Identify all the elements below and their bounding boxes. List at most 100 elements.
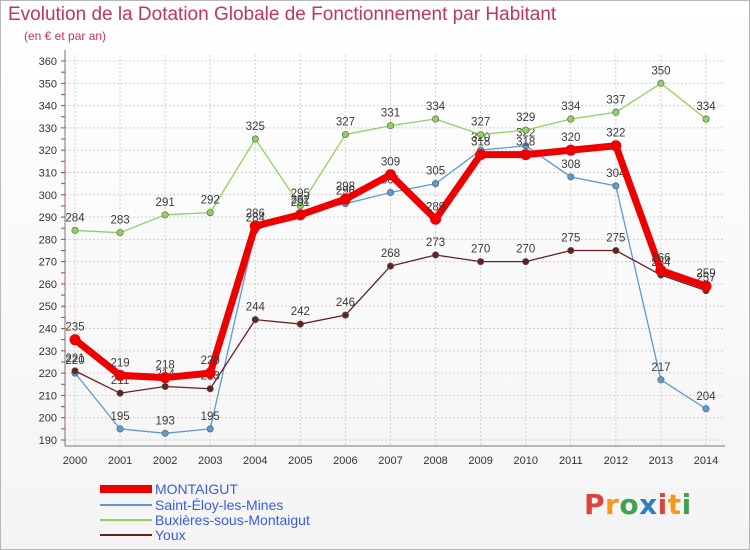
data-point [567,173,575,181]
series-youx: 2212112142132442422462682732702702752752… [65,233,716,397]
x-tick-label: 2009 [468,455,492,467]
data-point [386,262,394,270]
data-label: 284 [65,212,85,224]
data-label: 220 [65,355,84,367]
legend-item: Saint-Éloy-les-Mines [100,497,284,513]
data-label: 195 [110,411,129,423]
data-point [204,367,216,379]
legend-label: Saint-Éloy-les-Mines [155,497,284,513]
data-point [610,140,622,152]
legend-label: MONTAIGUT [155,481,238,497]
data-label: 334 [561,101,581,113]
series-buxieres-sous-montaigut: 284 283 291 292 325 295 327 331 334 327 329 334 337 3… [65,65,716,237]
data-label: 350 [651,65,670,77]
data-point [251,135,259,143]
x-tick-label: 2011 [559,455,583,467]
data-label: 291 [156,197,175,209]
data-label: 273 [426,237,445,249]
data-label: 221 [65,353,84,365]
proxiti-logo: Proxiti [584,488,692,521]
y-tick-label: 300 [39,190,57,202]
data-label: 286 [246,208,265,220]
data-label: 327 [336,117,355,129]
x-tick-label: 2013 [649,455,673,467]
x-tick-label: 2012 [604,455,628,467]
data-label: 325 [246,121,265,133]
data-point [702,405,710,413]
data-label: 235 [65,322,84,334]
data-point [341,311,349,319]
data-point [341,131,349,139]
data-label: 292 [201,195,220,207]
y-tick-label: 290 [39,212,57,224]
data-point [339,193,351,205]
data-point [385,169,396,181]
y-tick-label: 230 [39,346,57,358]
x-tick-label: 2005 [288,455,312,467]
data-point [161,429,169,437]
data-point [114,369,126,381]
data-label: 320 [471,132,490,144]
data-label: 275 [561,233,580,245]
data-point [655,265,667,277]
chart-title: Evolution de la Dotation Globale de Fonc… [8,4,557,25]
data-point [296,320,304,328]
data-point [567,115,575,123]
data-label: 309 [381,157,400,169]
data-point [612,247,620,255]
x-tick-label: 2003 [198,455,222,467]
data-label: 298 [336,181,355,193]
data-label: 270 [516,244,535,256]
data-point [386,122,394,130]
data-point [432,180,440,188]
x-tick-label: 2008 [423,455,447,467]
x-tick-label: 2001 [108,455,132,467]
data-label: 320 [561,132,580,144]
data-label: 334 [426,101,446,113]
y-tick-label: 280 [39,234,57,246]
data-point [475,149,487,161]
data-point [522,126,530,134]
data-point [206,425,214,433]
y-tick-label: 310 [39,167,57,179]
data-label: 218 [156,360,175,372]
data-point [116,229,124,237]
data-label: 275 [606,233,625,245]
x-tick-label: 2002 [153,455,177,467]
data-label: 217 [651,362,670,374]
data-label: 291 [291,197,310,209]
data-label: 266 [651,253,670,265]
data-point [161,211,169,219]
y-tick-label: 260 [39,279,57,291]
legend-swatch [100,534,152,536]
data-point [522,142,530,150]
data-label: 322 [606,128,625,140]
data-point [69,334,81,346]
data-point [161,382,169,390]
legend-label: Youx [155,527,186,543]
legend-item: Buxières-sous-Montaigut [100,512,310,528]
x-tick-label: 2010 [513,455,537,467]
data-label: 318 [471,137,490,149]
data-label: 318 [516,137,535,149]
y-tick-label: 200 [39,413,57,425]
data-label: 337 [606,94,625,106]
y-tick-label: 350 [39,78,57,90]
y-tick-label: 220 [39,368,57,380]
data-point [700,280,712,292]
data-label: 259 [696,268,715,280]
data-point [520,149,532,161]
y-tick-label: 360 [39,56,57,68]
data-label: 283 [110,215,129,227]
legend-swatch [100,504,152,506]
data-point [522,258,530,266]
data-point [612,182,620,190]
data-label: 327 [471,117,490,129]
data-point [565,144,577,156]
chart-subtitle: (en € et par an) [24,29,107,43]
data-label: 195 [201,411,220,423]
data-point [71,367,79,375]
